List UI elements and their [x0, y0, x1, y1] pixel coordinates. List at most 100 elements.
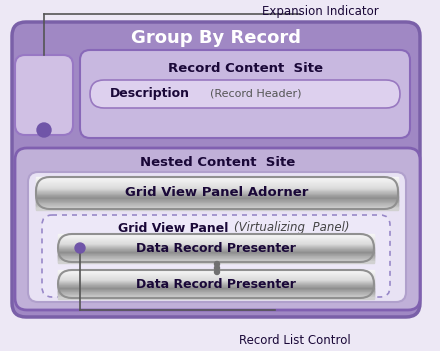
Bar	[36, 178, 398, 179]
Bar	[58, 247, 374, 248]
Bar	[58, 282, 374, 283]
Bar	[58, 252, 374, 253]
Bar	[58, 295, 374, 296]
Bar	[58, 292, 374, 293]
Bar	[58, 271, 374, 273]
Bar	[36, 177, 398, 178]
Bar	[58, 276, 374, 277]
FancyBboxPatch shape	[12, 22, 420, 317]
Bar	[36, 188, 398, 190]
Text: Record Content  Site: Record Content Site	[168, 61, 323, 74]
Bar	[58, 258, 374, 260]
Bar	[58, 237, 374, 238]
Bar	[36, 179, 398, 181]
Bar	[58, 279, 374, 280]
Bar	[58, 289, 374, 290]
Bar	[58, 284, 374, 285]
Bar	[58, 260, 374, 261]
Bar	[58, 291, 374, 292]
Bar	[36, 207, 398, 209]
Bar	[58, 240, 374, 241]
Bar	[58, 288, 374, 290]
Bar	[36, 182, 398, 183]
Bar	[58, 260, 374, 262]
FancyBboxPatch shape	[15, 148, 420, 310]
Bar	[36, 190, 398, 191]
Bar	[36, 196, 398, 198]
Bar	[58, 238, 374, 239]
Bar	[36, 202, 398, 203]
Bar	[58, 249, 374, 250]
Bar	[58, 280, 374, 281]
Bar	[58, 251, 374, 252]
Bar	[58, 287, 374, 288]
Bar	[58, 297, 374, 298]
Bar	[58, 238, 374, 239]
Bar	[58, 280, 374, 282]
Bar	[58, 294, 374, 295]
Bar	[58, 287, 374, 289]
Bar	[36, 179, 398, 180]
Bar	[36, 187, 398, 188]
Text: Grid View Panel: Grid View Panel	[118, 221, 228, 234]
Bar	[58, 248, 374, 249]
Bar	[58, 243, 374, 244]
Bar	[58, 283, 374, 284]
FancyBboxPatch shape	[42, 215, 390, 297]
Bar	[58, 296, 374, 297]
Bar	[58, 297, 374, 298]
Bar	[58, 258, 374, 259]
Bar	[58, 235, 374, 236]
Bar	[58, 255, 374, 256]
Bar	[36, 181, 398, 182]
Bar	[36, 189, 398, 190]
Bar	[36, 203, 398, 204]
Bar	[36, 192, 398, 193]
Bar	[36, 208, 398, 210]
Text: Nested Content  Site: Nested Content Site	[140, 157, 296, 170]
Bar	[36, 206, 398, 207]
Bar	[36, 200, 398, 201]
Bar	[36, 198, 398, 199]
Bar	[58, 270, 374, 271]
Bar	[58, 234, 374, 235]
Bar	[58, 245, 374, 246]
Circle shape	[37, 123, 51, 137]
FancyBboxPatch shape	[90, 80, 400, 108]
Bar	[36, 184, 398, 185]
Bar	[58, 292, 374, 293]
Bar	[36, 180, 398, 181]
Circle shape	[215, 261, 220, 266]
Bar	[58, 250, 374, 251]
Bar	[58, 250, 374, 251]
Bar	[58, 273, 374, 274]
Bar	[36, 205, 398, 206]
Bar	[58, 239, 374, 240]
Bar	[36, 187, 398, 189]
FancyBboxPatch shape	[15, 55, 73, 135]
Bar	[58, 283, 374, 285]
Text: Data Record Presenter: Data Record Presenter	[136, 241, 296, 254]
Bar	[36, 204, 398, 205]
Bar	[58, 256, 374, 258]
Bar	[58, 244, 374, 245]
Text: Record List Control: Record List Control	[239, 333, 351, 346]
Bar	[58, 247, 374, 249]
Bar	[58, 241, 374, 242]
Bar	[58, 240, 374, 241]
Bar	[36, 201, 398, 202]
Bar	[36, 191, 398, 193]
Bar	[58, 245, 374, 246]
Bar	[58, 286, 374, 287]
Bar	[58, 254, 374, 256]
Text: Group By Record: Group By Record	[131, 29, 301, 47]
Bar	[58, 294, 374, 296]
Text: Grid View Panel Adorner: Grid View Panel Adorner	[125, 186, 309, 199]
Bar	[58, 276, 374, 278]
Bar	[58, 271, 374, 272]
Bar	[58, 290, 374, 291]
Text: (Virtualizing  Panel): (Virtualizing Panel)	[234, 221, 349, 234]
Bar	[36, 184, 398, 185]
Bar	[58, 281, 374, 283]
Bar	[36, 203, 398, 205]
